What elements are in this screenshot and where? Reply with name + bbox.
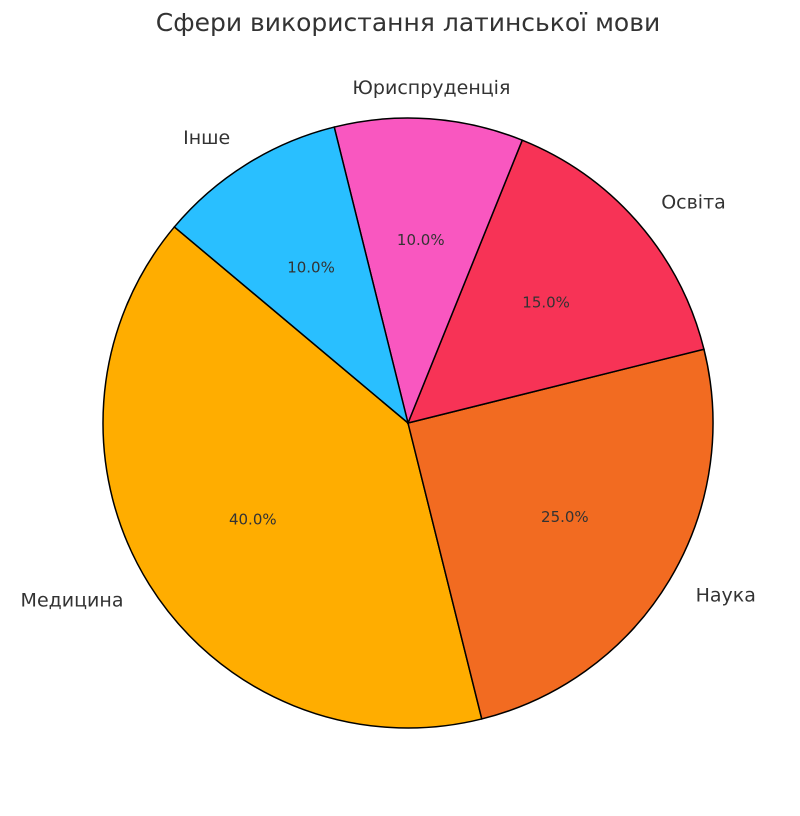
value-label: 25.0% (541, 508, 589, 526)
pie-slice (102, 225, 483, 729)
pie-slice (407, 348, 714, 720)
chart-title: Сфери використання латинської мови (156, 8, 660, 37)
slice-label: Медицина (21, 589, 124, 611)
value-label: 15.0% (522, 293, 570, 311)
slice-label: Наука (696, 584, 756, 606)
pie-slice (333, 117, 524, 426)
value-label: 10.0% (287, 258, 335, 276)
pie-slice (173, 126, 410, 426)
pie-slice (406, 139, 705, 425)
value-label: 40.0% (229, 510, 277, 528)
slice-label: Юриспруденція (352, 77, 510, 99)
value-label: 10.0% (397, 231, 445, 249)
slice-label: Інше (183, 127, 230, 149)
slice-label: Освіта (661, 191, 726, 213)
